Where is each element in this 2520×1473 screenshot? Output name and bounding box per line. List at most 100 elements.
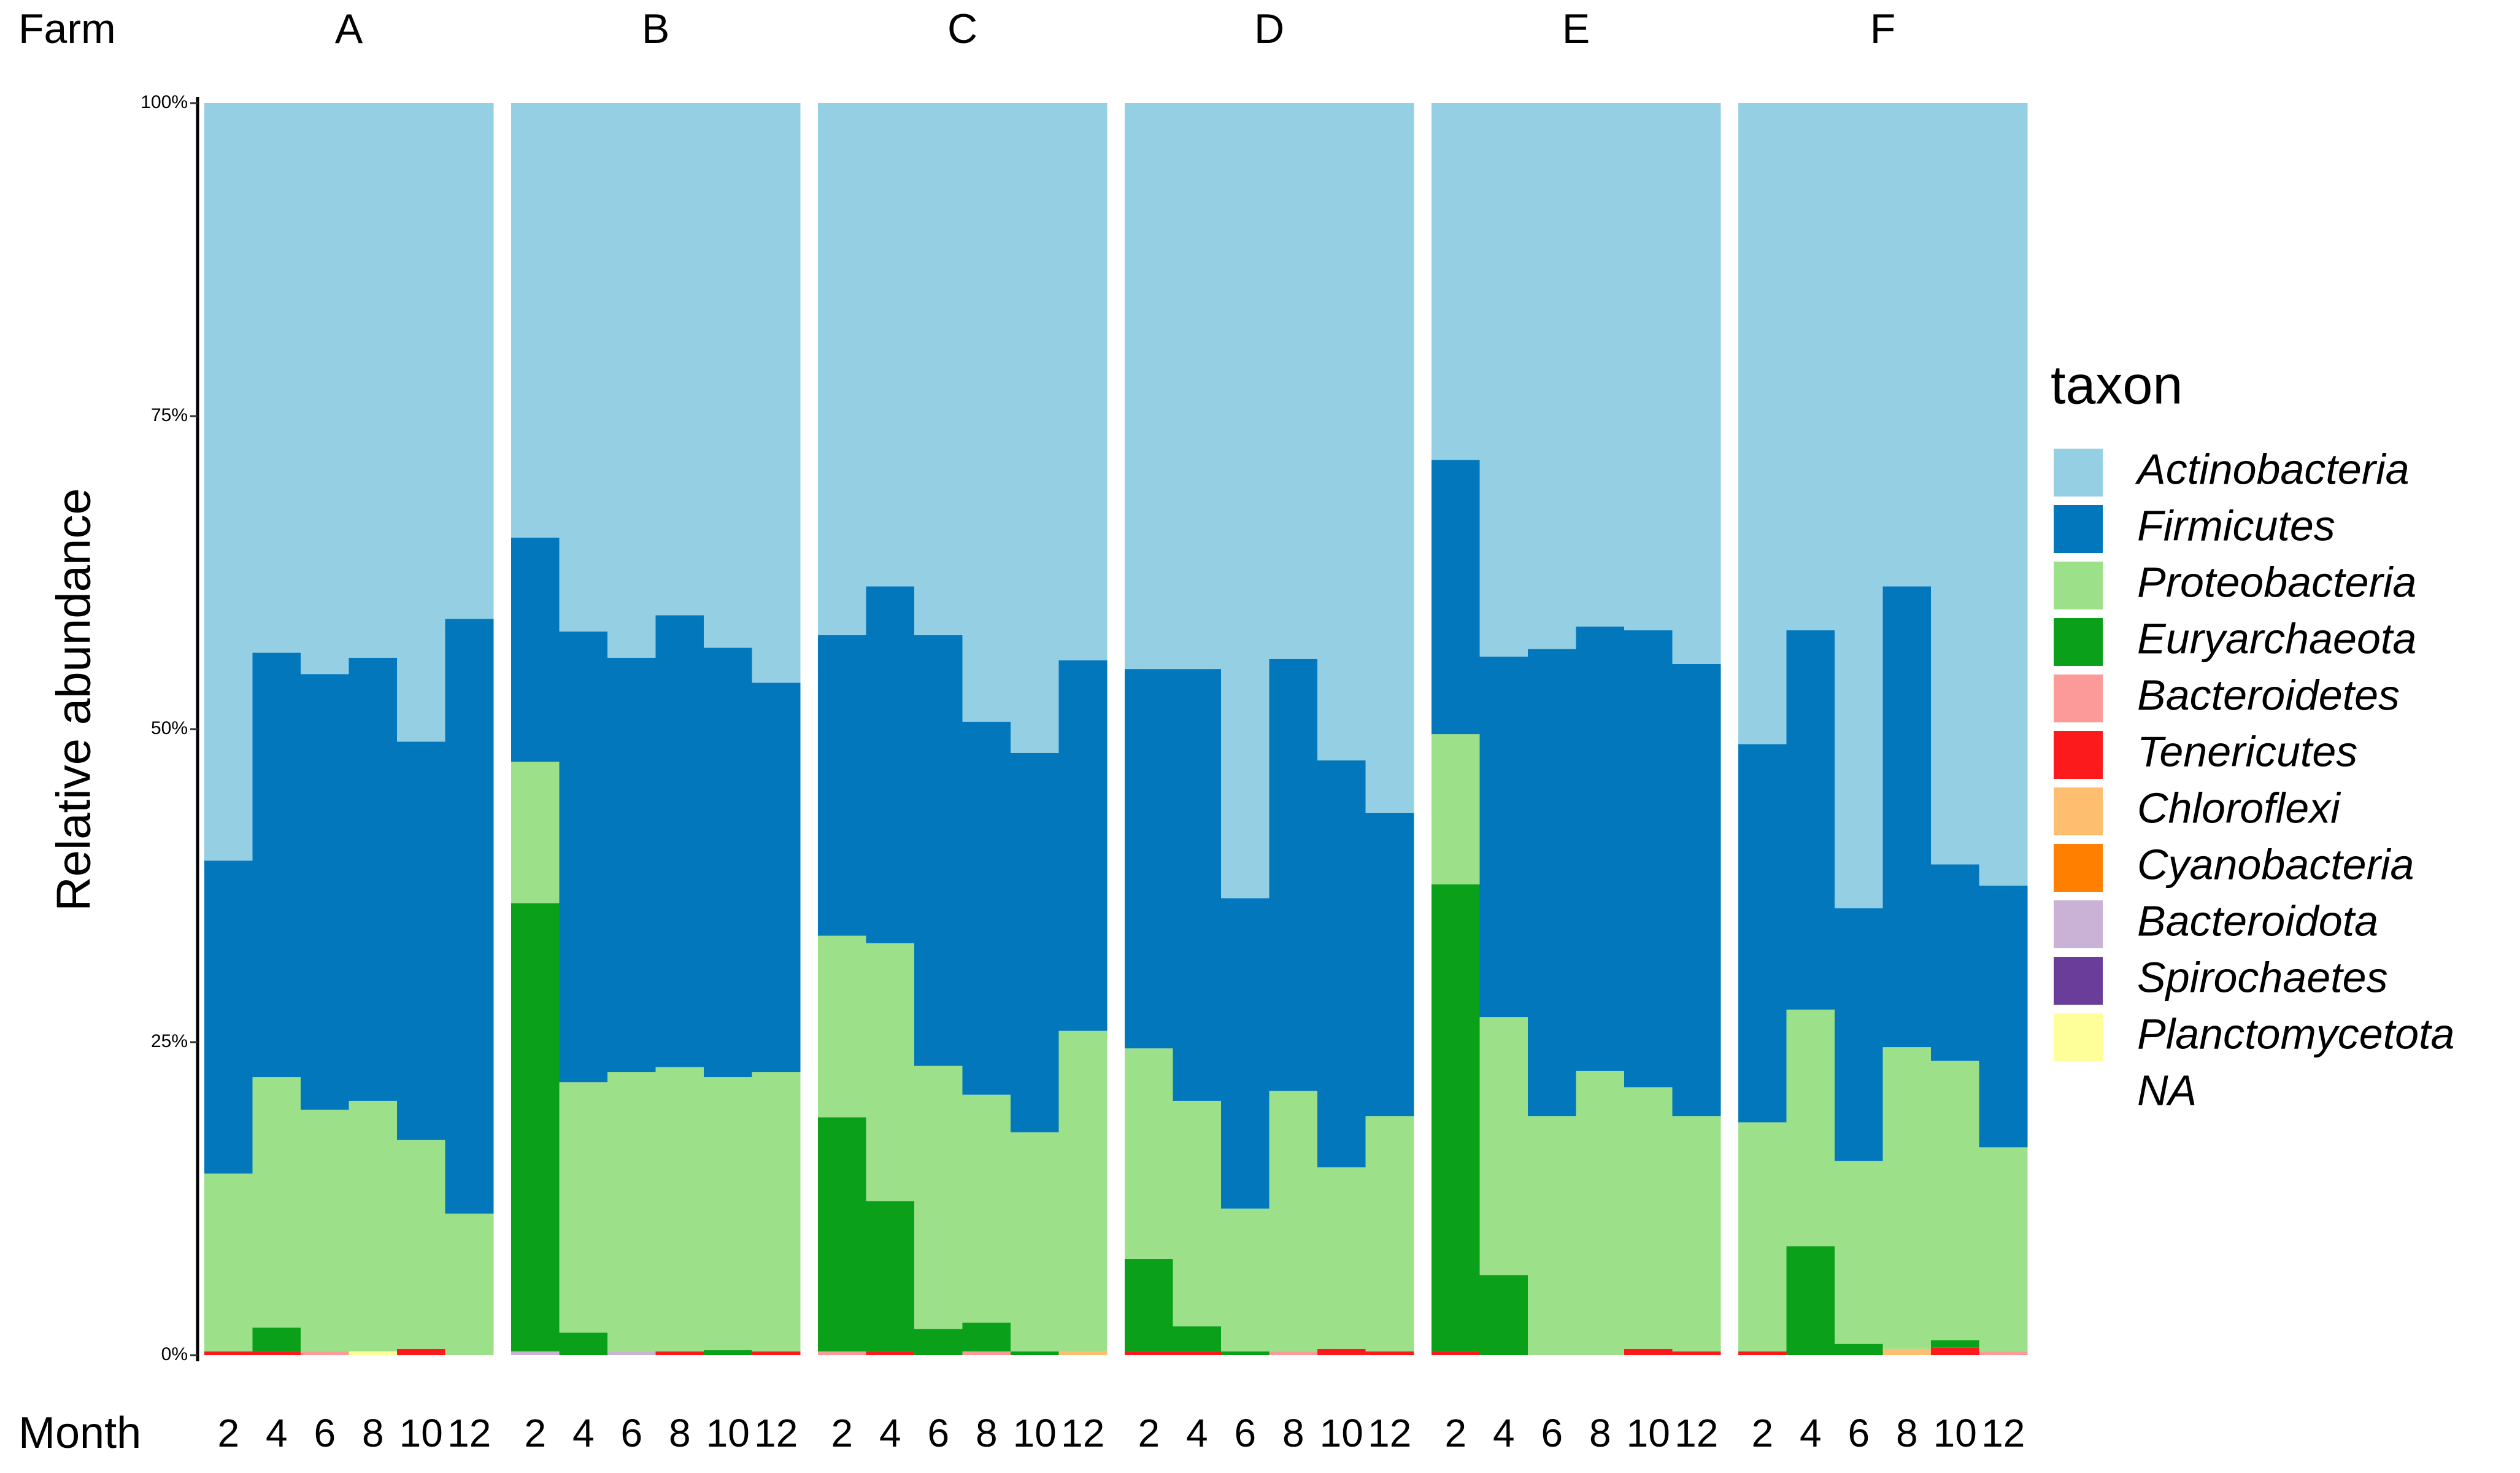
bar-segment bbox=[1738, 1351, 1787, 1355]
bar-segment bbox=[655, 615, 704, 1067]
x-tick-label: 10 bbox=[399, 1411, 443, 1455]
bar-segment bbox=[1221, 1351, 1270, 1355]
bar-segment bbox=[704, 648, 752, 1078]
bar-segment bbox=[1979, 1351, 2028, 1355]
bar-segment bbox=[397, 1140, 445, 1349]
bar-segment bbox=[1479, 1275, 1528, 1355]
bar-segment bbox=[655, 103, 704, 616]
x-tick-label: 10 bbox=[706, 1411, 750, 1455]
bar-segment bbox=[1365, 1351, 1414, 1355]
y-tick-label: 25% bbox=[151, 1031, 188, 1051]
bar-segment bbox=[559, 1332, 608, 1355]
bar-segment bbox=[866, 1351, 915, 1355]
legend-label: Bacteroidota bbox=[2137, 897, 2378, 945]
bar-segment bbox=[1173, 1326, 1222, 1351]
bar-segment bbox=[1365, 813, 1414, 1116]
bar-segment bbox=[655, 1067, 704, 1351]
y-tick-label: 75% bbox=[151, 405, 188, 425]
bar-segment bbox=[1317, 1167, 1366, 1349]
bar-segment bbox=[1931, 103, 1979, 865]
facet-title: F bbox=[1870, 6, 1896, 52]
bar-segment bbox=[866, 1201, 915, 1351]
y-tick-label: 100% bbox=[141, 92, 188, 112]
bar-segment bbox=[1173, 103, 1222, 670]
bar-segment bbox=[866, 943, 915, 1202]
x-tick-label: 8 bbox=[1896, 1411, 1918, 1455]
bar-segment bbox=[1431, 460, 1480, 735]
bar-segment bbox=[1221, 898, 1270, 1209]
bar-segment bbox=[1672, 103, 1721, 664]
x-tick-label: 8 bbox=[976, 1411, 998, 1455]
bar-segment bbox=[301, 103, 349, 675]
legend-swatch bbox=[2054, 562, 2103, 609]
x-tick-label: 12 bbox=[1674, 1411, 1718, 1455]
bar-segment bbox=[1882, 103, 1932, 587]
bar-segment bbox=[252, 1351, 301, 1355]
bar-segment bbox=[962, 1322, 1011, 1351]
bar-segment bbox=[1058, 660, 1108, 1031]
bar-segment bbox=[1672, 663, 1721, 1116]
bar-segment bbox=[511, 537, 560, 762]
x-tick-label: 10 bbox=[1933, 1411, 1977, 1455]
legend-label: Planctomycetota bbox=[2137, 1010, 2454, 1057]
legend-label: Cyanobacteria bbox=[2137, 840, 2414, 888]
bar-segment bbox=[914, 1329, 963, 1355]
bar-segment bbox=[349, 657, 398, 1101]
bar-segment bbox=[1269, 1091, 1318, 1351]
bar-segment bbox=[1125, 1258, 1173, 1351]
x-tick-label: 4 bbox=[1186, 1411, 1208, 1455]
x-tick-label: 6 bbox=[314, 1411, 336, 1455]
legend-swatch bbox=[2054, 731, 2103, 779]
bar-segment bbox=[1431, 734, 1480, 884]
x-tick-label: 4 bbox=[1800, 1411, 1822, 1455]
bar-segment bbox=[1011, 752, 1059, 1132]
bar-segment bbox=[511, 103, 560, 538]
bar-segment bbox=[1931, 1340, 1979, 1348]
bar-segment bbox=[1058, 1030, 1108, 1351]
legend-swatch bbox=[2054, 787, 2103, 835]
facet-label: Farm bbox=[18, 6, 116, 52]
y-tick-label: 50% bbox=[151, 718, 188, 738]
bar-segment bbox=[1576, 626, 1625, 1071]
bar-segment bbox=[301, 674, 349, 1110]
bar-segment bbox=[1269, 103, 1318, 659]
bar-segment bbox=[559, 103, 608, 632]
bar-segment bbox=[445, 1213, 494, 1355]
bar-segment bbox=[1672, 1351, 1721, 1355]
x-tick-label: 12 bbox=[754, 1411, 798, 1455]
bar-segment bbox=[655, 1351, 704, 1355]
x-tick-label: 2 bbox=[217, 1411, 239, 1455]
bar-segment bbox=[1173, 1351, 1222, 1355]
facet-title: A bbox=[335, 6, 363, 52]
bar-segment bbox=[1058, 1351, 1108, 1355]
bar-segment bbox=[1624, 1348, 1673, 1355]
bar-segment bbox=[559, 1082, 608, 1333]
bar-segment bbox=[607, 1072, 656, 1351]
bar-segment bbox=[1624, 1087, 1673, 1349]
bar-segment bbox=[866, 586, 915, 943]
legend-swatch bbox=[2054, 449, 2103, 497]
bar-segment bbox=[704, 103, 752, 648]
x-tick-label: 6 bbox=[620, 1411, 642, 1455]
bar-segment bbox=[511, 1351, 560, 1355]
legend-label: Firmicutes bbox=[2137, 501, 2335, 549]
bar-segment bbox=[1011, 1351, 1059, 1355]
legend-swatch bbox=[2054, 957, 2103, 1005]
bar-segment bbox=[252, 652, 301, 1078]
bar-segment bbox=[1317, 1348, 1366, 1355]
legend-label: Actinobacteria bbox=[2135, 445, 2410, 493]
bar-segment bbox=[1882, 1348, 1932, 1355]
x-tick-label: 8 bbox=[362, 1411, 384, 1455]
legend-label: Tenericutes bbox=[2137, 727, 2357, 775]
bar-segment bbox=[1786, 630, 1835, 1010]
bar-segment bbox=[1479, 1017, 1528, 1275]
bar-segment bbox=[1738, 103, 1787, 744]
bar-segment bbox=[1125, 103, 1173, 670]
bar-segment bbox=[818, 1117, 866, 1351]
x-tick-label: 8 bbox=[1589, 1411, 1611, 1455]
x-tick-label: 6 bbox=[1848, 1411, 1870, 1455]
bar-segment bbox=[1738, 1122, 1787, 1351]
legend-label: Spirochaetes bbox=[2137, 953, 2388, 1001]
legend-label: NA bbox=[2137, 1066, 2197, 1114]
bar-segment bbox=[1173, 669, 1222, 1101]
